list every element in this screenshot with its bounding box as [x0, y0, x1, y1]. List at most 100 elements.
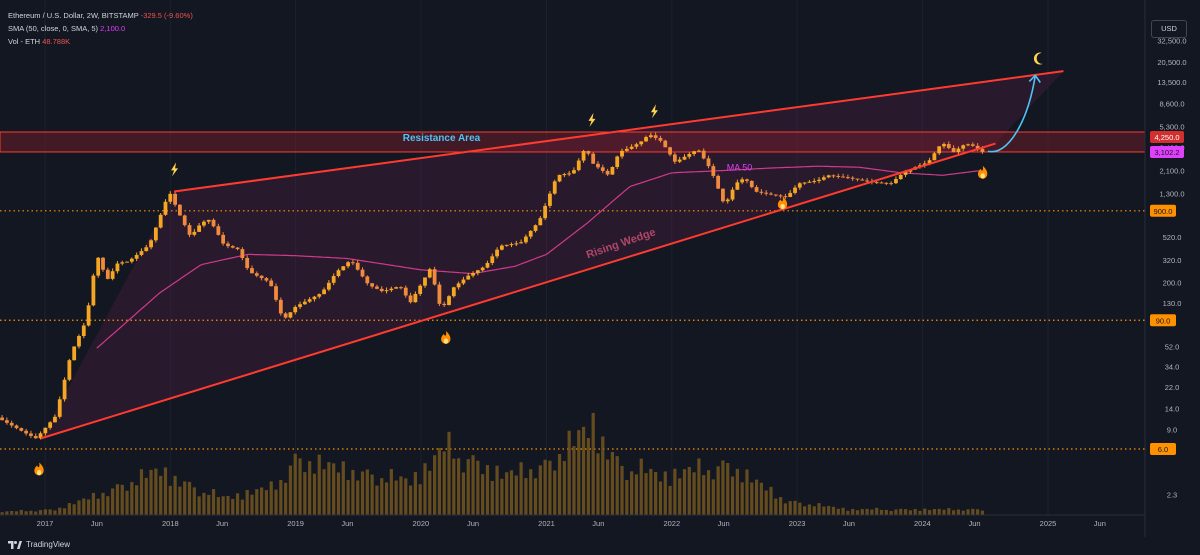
candle-body [682, 156, 687, 160]
candle-body [509, 244, 514, 246]
volume-bar [615, 456, 619, 515]
volume-bar [879, 509, 884, 515]
volume-bar [697, 458, 701, 515]
candle-body [336, 270, 341, 277]
candle-body [4, 420, 9, 423]
volume-bar [159, 475, 163, 515]
volume-bar [952, 510, 956, 515]
volume-bar [956, 509, 961, 515]
candle-body [697, 150, 701, 152]
candle-body [831, 175, 836, 177]
candle-body [754, 187, 759, 192]
volume-bar [630, 471, 634, 515]
volume-bar [269, 481, 273, 515]
volume-bar [971, 508, 975, 515]
candle-body [499, 245, 504, 250]
candle-body [14, 425, 19, 429]
volume-bar [327, 462, 331, 515]
candle-body [53, 416, 57, 423]
candle-body [692, 151, 697, 154]
candle-body [475, 270, 480, 273]
fire-icon-core [980, 173, 985, 179]
candle-body [293, 306, 298, 313]
candle-body [653, 135, 658, 138]
currency-button[interactable]: USD [1151, 20, 1187, 38]
volume-bar [634, 474, 639, 515]
candle-body [230, 246, 235, 248]
candle-body [812, 181, 817, 183]
candle-body [826, 175, 831, 178]
volume-bar [312, 473, 317, 515]
candle-body [240, 249, 245, 258]
volume-bar [966, 509, 970, 515]
volume-bar [644, 473, 648, 515]
volume-bar [375, 485, 379, 515]
y-tick-label: 34.0 [1165, 363, 1180, 372]
volume-bar [735, 468, 739, 515]
candle-body [821, 177, 826, 180]
volume-bar [658, 481, 663, 515]
candle-body [48, 422, 53, 428]
volume-bar [356, 480, 360, 515]
volume-bar [235, 493, 240, 515]
volume-bar [423, 463, 427, 515]
price-label-text: 6.0 [1158, 445, 1168, 454]
candle-body [418, 285, 423, 294]
candle-body [413, 293, 418, 303]
lightning-icon [650, 104, 658, 119]
volume-bar [360, 471, 365, 515]
candle-body [149, 240, 153, 248]
volume-bar [452, 458, 456, 515]
volume-bar [687, 466, 691, 515]
tradingview-brand[interactable]: TradingView [8, 540, 70, 549]
candle-body [115, 263, 120, 272]
wedge-upper-line [173, 70, 1064, 193]
volume-bar [202, 492, 206, 515]
candle-body [634, 144, 639, 147]
candle-body [264, 278, 269, 281]
symbol-name: Ethereum / U.S. Dollar, 2W, BITSTAMP [8, 11, 139, 20]
candle-body [687, 153, 692, 157]
candle-body [879, 182, 884, 184]
volume-bar [408, 485, 413, 515]
candle-body [951, 148, 956, 152]
candle-body [528, 230, 533, 237]
candle-body [562, 174, 567, 176]
candle-body [254, 273, 259, 276]
x-tick-label: 2017 [37, 519, 54, 528]
candle-body [278, 299, 283, 314]
candle-body [807, 181, 812, 183]
fire-icon-core [780, 203, 785, 210]
volume-bar [562, 461, 566, 515]
volume-bar [370, 474, 374, 515]
candle-body [163, 201, 168, 215]
candle-body [101, 257, 105, 270]
candle-body [552, 181, 557, 194]
volume-bar [308, 461, 312, 515]
x-tick-label: 2022 [663, 519, 680, 528]
volume-bar [860, 509, 864, 515]
x-tick-label: 2018 [162, 519, 179, 528]
resistance-label: Resistance Area [403, 133, 481, 144]
volume-bar [111, 488, 115, 515]
volume-bar [245, 490, 249, 515]
volume-bar [779, 497, 783, 515]
candle-body [567, 173, 572, 175]
lightning-icon [588, 112, 596, 127]
volume-bar [846, 510, 850, 515]
volume-bar [125, 490, 129, 515]
candle-body [211, 219, 216, 227]
x-tick-label: Jun [467, 519, 479, 528]
ma50-label: MA 50 [727, 162, 753, 172]
candle-body [235, 247, 240, 250]
volume-bar [961, 510, 965, 515]
candle-body [576, 160, 581, 171]
candle-body [745, 179, 749, 181]
volume-bar [317, 454, 321, 515]
candle-body [903, 171, 908, 175]
volume-bar [769, 486, 773, 515]
candle-body [355, 262, 360, 270]
candle-body [19, 428, 24, 431]
volume-bar [154, 468, 158, 515]
